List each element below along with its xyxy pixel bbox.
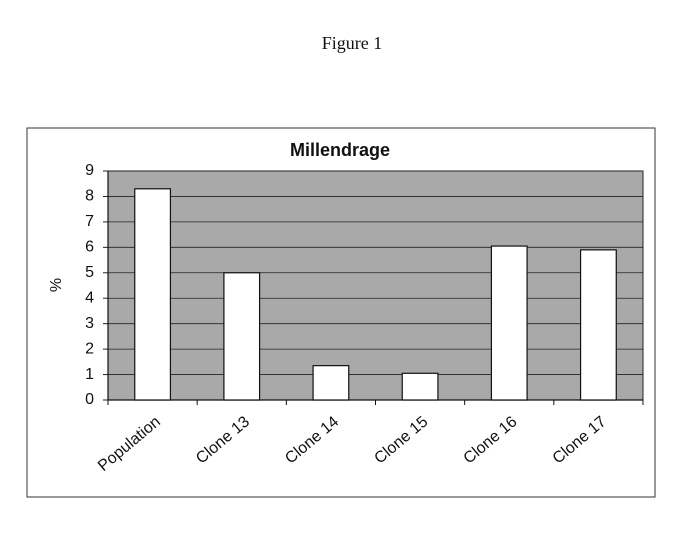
bar — [134, 188, 172, 401]
y-tick-label: 2 — [85, 340, 94, 357]
bar — [490, 245, 528, 401]
y-tick-label: 1 — [85, 366, 94, 383]
y-tick-label: 9 — [85, 162, 94, 179]
figure-label: Figure 1 — [322, 33, 383, 53]
bar — [579, 249, 617, 401]
y-tick-label: 5 — [85, 264, 94, 281]
y-tick-label: 0 — [85, 391, 94, 408]
bar — [312, 365, 350, 401]
y-axis-label: % — [48, 278, 65, 292]
y-tick-label: 3 — [85, 315, 94, 332]
y-tick-label: 7 — [85, 213, 94, 230]
bar — [223, 272, 261, 401]
bar — [401, 372, 439, 401]
plot-area — [107, 170, 644, 401]
y-tick-label: 8 — [85, 188, 94, 205]
y-tick-label: 4 — [85, 289, 94, 306]
chart-title: Millendrage — [290, 140, 390, 160]
y-tick-label: 6 — [85, 239, 94, 256]
